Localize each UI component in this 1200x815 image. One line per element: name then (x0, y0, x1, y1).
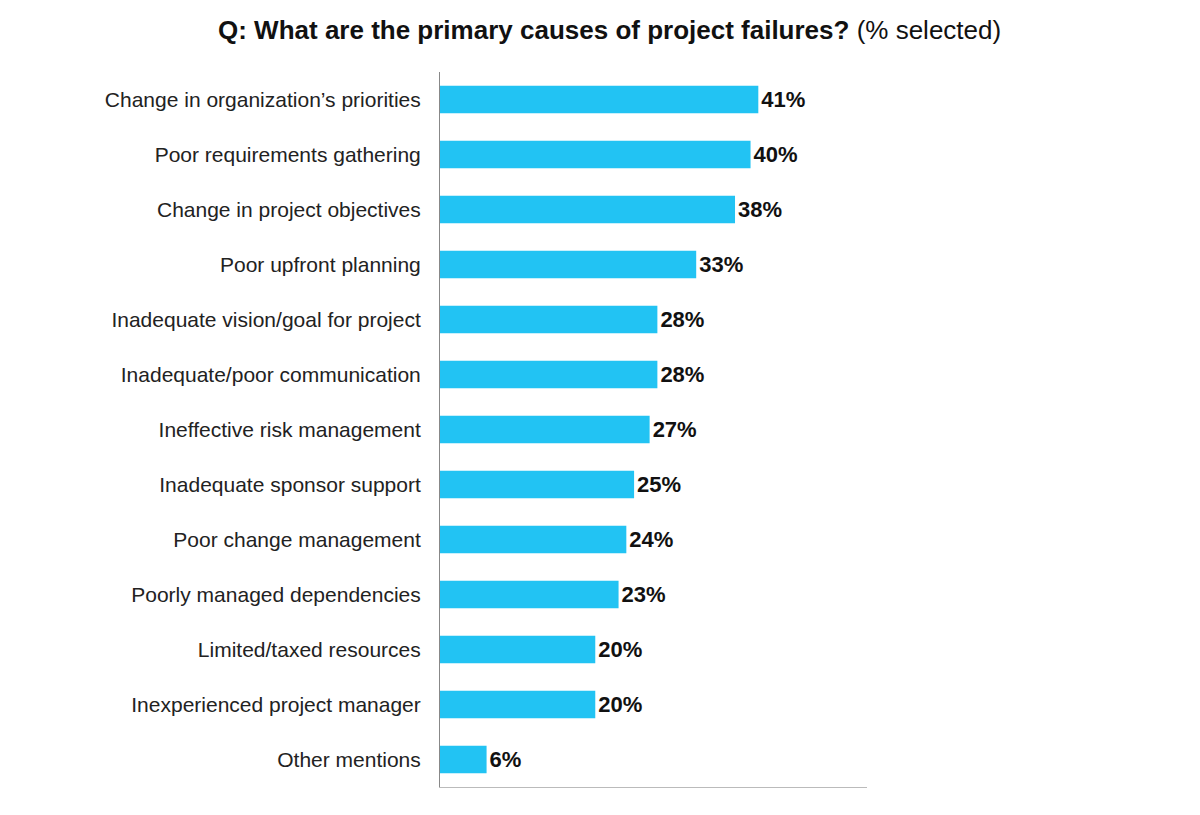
svg-text:Inadequate vision/goal for pro: Inadequate vision/goal for project (111, 308, 421, 331)
svg-text:27%: 27% (653, 417, 697, 442)
svg-text:41%: 41% (761, 87, 805, 112)
svg-text:20%: 20% (598, 637, 642, 662)
svg-text:28%: 28% (660, 307, 704, 332)
svg-text:25%: 25% (637, 472, 681, 497)
svg-text:Ineffective risk management: Ineffective risk management (159, 418, 421, 441)
svg-text:Other mentions: Other mentions (277, 748, 421, 771)
svg-text:33%: 33% (699, 252, 743, 277)
svg-text:20%: 20% (598, 692, 642, 717)
svg-text:Inadequate sponsor support: Inadequate sponsor support (159, 473, 421, 496)
svg-text:Inexperienced project manager: Inexperienced project manager (131, 693, 421, 716)
svg-text:6%: 6% (490, 747, 522, 772)
svg-text:Q: What are the primary causes: Q: What are the primary causes of projec… (218, 15, 1001, 45)
svg-text:Poor requirements gathering: Poor requirements gathering (155, 143, 421, 166)
svg-text:38%: 38% (738, 197, 782, 222)
svg-text:Poor upfront planning: Poor upfront planning (220, 253, 421, 276)
svg-text:Poorly managed dependencies: Poorly managed dependencies (131, 583, 421, 606)
svg-text:Limited/taxed resources: Limited/taxed resources (198, 638, 421, 661)
svg-text:40%: 40% (754, 142, 798, 167)
svg-text:24%: 24% (629, 527, 673, 552)
svg-text:28%: 28% (660, 362, 704, 387)
svg-text:Change in project objectives: Change in project objectives (157, 198, 421, 221)
svg-text:Inadequate/poor communication: Inadequate/poor communication (121, 363, 421, 386)
svg-text:Poor change management: Poor change management (173, 528, 421, 551)
svg-text:Change in organization’s prior: Change in organization’s priorities (105, 88, 421, 111)
svg-text:23%: 23% (622, 582, 666, 607)
